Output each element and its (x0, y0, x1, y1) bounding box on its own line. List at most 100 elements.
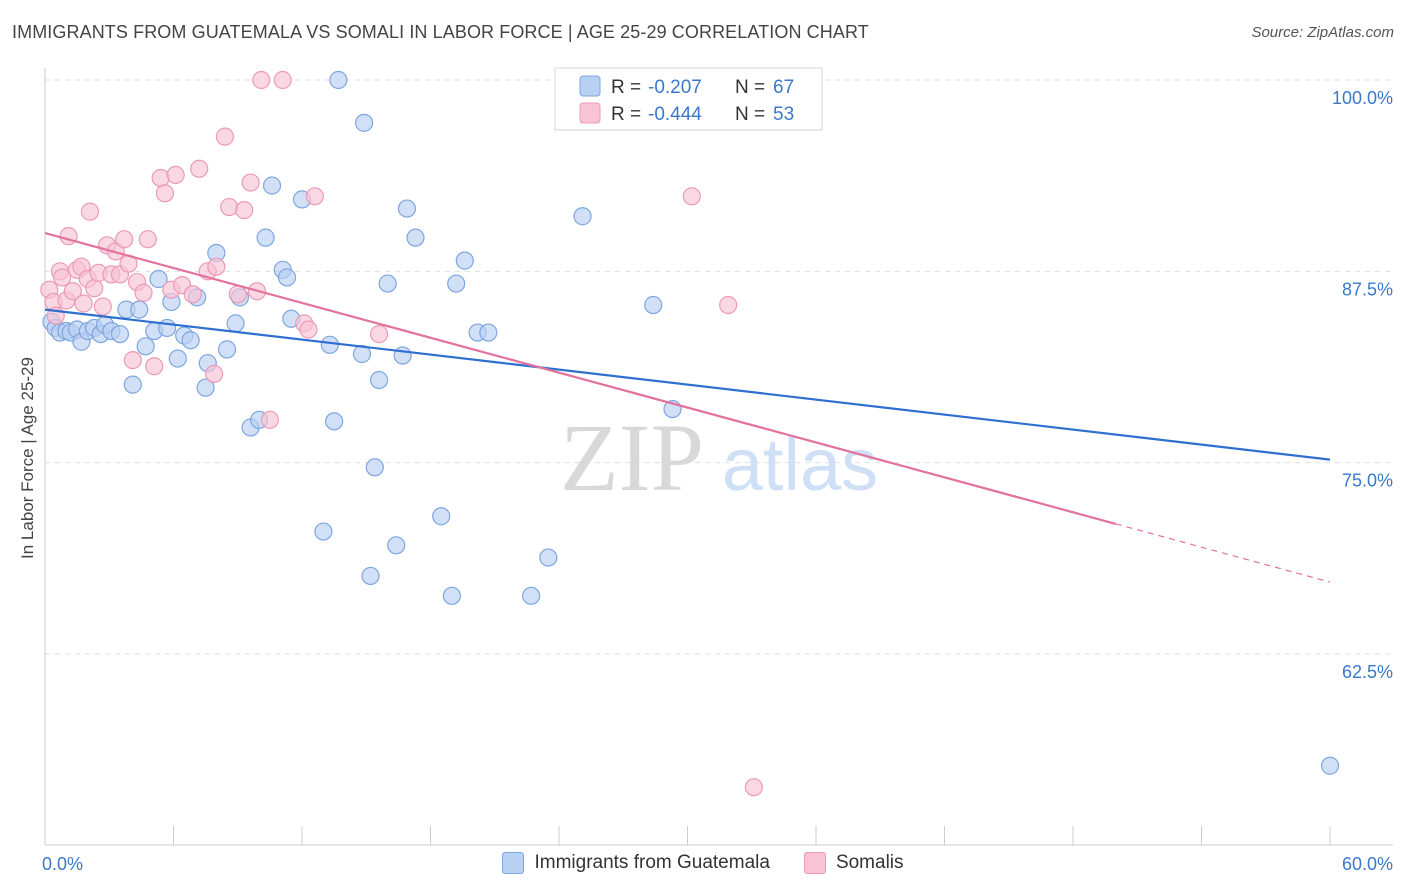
guatemala-point (314, 522, 333, 541)
somalis-point (235, 201, 254, 220)
guatemala-point (157, 318, 177, 338)
y-axis-label: In Labor Force | Age 25-29 (18, 357, 37, 559)
guatemala-point (1320, 756, 1340, 775)
somalis-point (85, 279, 104, 298)
watermark-zip: ZIP (560, 404, 704, 511)
guatemala-point (256, 228, 275, 247)
somalis-point (241, 173, 260, 192)
somalis-point (155, 184, 175, 203)
somalis-point (134, 283, 153, 302)
guatemala-point (325, 412, 344, 431)
series-somalis-points (40, 70, 763, 797)
somalis-point (145, 357, 164, 376)
somalis-point (719, 295, 738, 315)
guatemala-point (406, 228, 425, 247)
grid-lines (45, 79, 1393, 655)
somalis-point (228, 285, 247, 304)
somalis-point (682, 187, 701, 206)
somalis-point (80, 202, 100, 221)
legend-swatch-somalis (579, 102, 601, 124)
y-tick-labels: 100.0% 87.5% 75.0% 62.5% (1332, 88, 1393, 682)
legend-swatch-somalis-bottom (803, 852, 826, 874)
somalis-point (138, 230, 157, 249)
watermark: ZIP atlas (560, 404, 878, 511)
somalis-point (166, 165, 185, 185)
guatemala-point (447, 274, 466, 293)
guatemala-point (320, 335, 339, 354)
somalis-point (252, 70, 271, 90)
guatemala-point (522, 586, 541, 605)
somalis-trend-line (44, 232, 1117, 525)
guatemala-point (539, 548, 558, 567)
guatemala-point (217, 340, 237, 359)
y-tick-label: 87.5% (1342, 279, 1393, 299)
legend-item-somalis[interactable]: Somalis (803, 852, 904, 874)
guatemala-point (168, 349, 187, 368)
guatemala-point (370, 370, 389, 390)
guatemala-point (479, 323, 498, 342)
guatemala-point (226, 314, 245, 333)
guatemala-point (455, 251, 474, 270)
legend-r-label-somalis: R = (611, 104, 641, 125)
somalis-point (63, 282, 82, 301)
guatemala-point (130, 300, 149, 319)
legend-label-somalis: Somalis (835, 852, 904, 873)
guatemala-point (352, 344, 372, 364)
x-tick-label: 60.0% (1342, 854, 1393, 874)
guatemala-point (262, 176, 282, 195)
guatemala-point (361, 566, 380, 586)
guatemala-point (136, 337, 155, 356)
trend-lines (44, 232, 1331, 583)
legend-n-value-somalis: 53 (773, 104, 794, 125)
somalis-point (151, 168, 170, 188)
somalis-point (115, 230, 134, 249)
y-tick-label: 62.5% (1342, 662, 1393, 682)
guatemala-trend-line (44, 308, 1331, 461)
somalis-point (53, 268, 72, 287)
legend-n-label-somalis: N = (735, 104, 765, 125)
guatemala-point (573, 207, 592, 226)
somalis-point (183, 285, 202, 304)
somalis-point (305, 187, 324, 206)
guatemala-point (277, 268, 297, 287)
somalis-point (744, 778, 763, 797)
somalis-point (273, 70, 292, 90)
guatemala-point (181, 331, 200, 350)
somalis-point (123, 351, 142, 370)
chart-title: IMMIGRANTS FROM GUATEMALA VS SOMALI IN L… (12, 22, 869, 42)
axes (44, 68, 1393, 846)
somalis-point (190, 159, 209, 178)
somalis-point (220, 197, 239, 217)
y-tick-label: 75.0% (1342, 471, 1393, 491)
somalis-point (370, 324, 389, 344)
legend-swatch-guatemala (579, 75, 601, 97)
legend-item-guatemala[interactable]: Immigrants from Guatemala (502, 852, 770, 874)
x-tick-labels: 0.0% 60.0% (42, 854, 1393, 874)
guatemala-point (442, 586, 462, 605)
watermark-atlas: atlas (722, 423, 878, 506)
guatemala-point (355, 113, 374, 132)
legend-top: R = -0.207 N = 67 R = -0.444 N = 53 (554, 67, 823, 131)
guatemala-point (365, 458, 384, 477)
guatemala-point (397, 199, 417, 218)
guatemala-point (123, 375, 142, 394)
legend-n-label-guatemala: N = (735, 77, 765, 98)
guatemala-point (196, 378, 215, 397)
guatemala-point (329, 70, 348, 90)
somalis-trend-extension (1115, 523, 1331, 583)
somalis-point (205, 364, 224, 383)
guatemala-point (149, 269, 168, 289)
somalis-point (93, 297, 112, 316)
guatemala-point (644, 295, 663, 315)
legend-swatch-guatemala-bottom (502, 852, 525, 874)
y-tick-label: 100.0% (1332, 88, 1393, 108)
guatemala-point (387, 536, 406, 555)
somalis-point (260, 410, 279, 429)
somalis-point (215, 127, 234, 146)
somalis-point (207, 257, 226, 276)
legend-bottom: Immigrants from Guatemala Somalis (0, 852, 1406, 874)
guatemala-point (378, 274, 397, 293)
legend-r-label-guatemala: R = (611, 77, 641, 98)
somalis-point (74, 294, 93, 313)
